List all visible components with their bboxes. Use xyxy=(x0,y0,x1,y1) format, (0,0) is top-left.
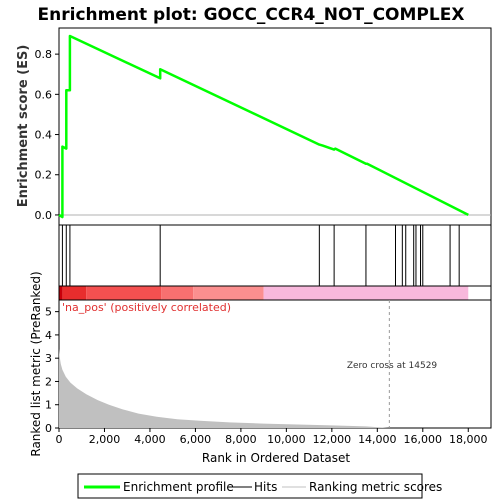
es-y-tick-label: 0.0 xyxy=(35,209,53,222)
x-tick-label: 0 xyxy=(56,433,63,446)
x-axis-label: Rank in Ordered Dataset xyxy=(202,451,350,465)
es-y-tick-label: 0.2 xyxy=(35,169,53,182)
es-y-tick-label: 0.8 xyxy=(35,48,53,61)
x-tick-label: 8,000 xyxy=(225,433,257,446)
metric-y-tick-label: 3 xyxy=(45,352,52,365)
es-y-axis-label: Enrichment score (ES) xyxy=(16,45,31,208)
ranking-metric-area xyxy=(59,348,469,428)
metric-panel: 0 1 2 3 4 5 0 2,000 4,000 6,000 8,000 10,000 12,000 1… xyxy=(45,299,492,446)
x-tick-label: 10,000 xyxy=(267,433,306,446)
color-bar-segment xyxy=(86,286,162,300)
rank-color-bar xyxy=(58,285,492,301)
color-bar-segment xyxy=(193,286,264,300)
metric-y-tick-label: 4 xyxy=(45,329,52,342)
chart-title: Enrichment plot: GOCC_CCR4_NOT_COMPLEX xyxy=(38,5,465,25)
legend-label-enrichment-profile: Enrichment profile xyxy=(123,480,234,494)
enrichment-profile-line xyxy=(58,34,469,219)
es-plot-frame xyxy=(58,27,492,226)
hits-panel xyxy=(58,224,492,287)
x-tick-label: 6,000 xyxy=(180,433,212,446)
legend-box xyxy=(77,473,423,499)
color-bar-segment xyxy=(62,286,87,300)
color-bar-segment xyxy=(59,286,63,300)
legend: Enrichment profile Hits Ranking metric s… xyxy=(77,473,442,499)
legend-label-ranking-metric: Ranking metric scores xyxy=(309,480,442,494)
x-tick-label: 12,000 xyxy=(313,433,352,446)
x-tick-label: 2,000 xyxy=(89,433,121,446)
zero-cross-label: Zero cross at 14529 xyxy=(347,361,438,371)
metric-y-tick-label: 5 xyxy=(45,306,52,319)
color-bar-segment xyxy=(263,286,469,300)
metric-y-tick-label: 2 xyxy=(45,375,52,388)
metric-y-axis-label: Ranked list metric (PreRanked) xyxy=(29,271,43,456)
es-y-tick-label: 0.4 xyxy=(35,129,53,142)
color-bar-segment xyxy=(161,286,194,300)
x-tick-label: 18,000 xyxy=(449,433,488,446)
es-panel: 0.0 0.2 0.4 0.6 0.8 xyxy=(35,27,492,226)
metric-y-tick-label: 1 xyxy=(45,399,52,412)
es-y-tick-label: 0.6 xyxy=(35,88,53,101)
hits-frame xyxy=(58,224,492,287)
x-tick-label: 14,000 xyxy=(358,433,397,446)
metric-y-tick-label: 0 xyxy=(45,422,52,435)
legend-label-hits: Hits xyxy=(254,480,277,494)
positive-correlation-label: 'na_pos' (positively correlated) xyxy=(62,301,231,314)
x-tick-label: 16,000 xyxy=(404,433,443,446)
x-tick-label: 4,000 xyxy=(134,433,166,446)
metric-plot-frame xyxy=(58,299,492,429)
